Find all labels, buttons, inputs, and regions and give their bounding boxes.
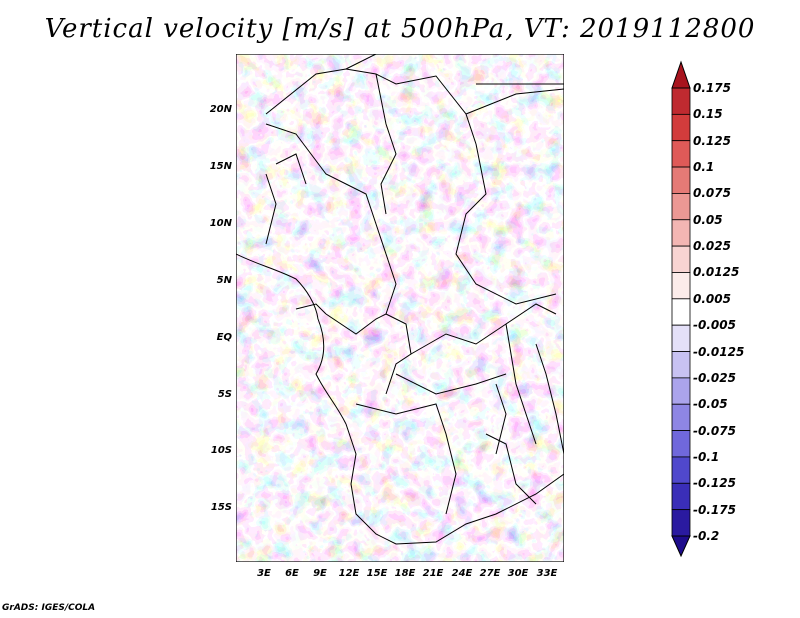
colorbar-level-label: 0.1 bbox=[693, 160, 715, 175]
colorbar-level-label: 0.075 bbox=[693, 186, 731, 201]
colorbar-level-label: -0.025 bbox=[693, 370, 736, 385]
lon-label: 9E bbox=[313, 568, 327, 579]
lon-label: 12E bbox=[338, 568, 360, 579]
colorbar-boxes bbox=[671, 87, 691, 537]
colorbar-level-label: -0.075 bbox=[693, 423, 736, 438]
lat-label: 5N bbox=[216, 275, 232, 286]
colorbar-box bbox=[671, 193, 691, 221]
colorbar-box bbox=[671, 140, 691, 168]
lon-label: 21E bbox=[422, 568, 444, 579]
colorbar-box bbox=[671, 113, 691, 142]
colorbar-box bbox=[671, 403, 691, 431]
colorbar-box bbox=[671, 298, 691, 326]
colorbar-box bbox=[671, 377, 691, 405]
map-panel bbox=[236, 54, 564, 562]
lon-label: 33E bbox=[536, 568, 558, 579]
lon-label: 30E bbox=[507, 568, 529, 579]
lon-label: 6E bbox=[285, 568, 299, 579]
colorbar-level-label: 0.05 bbox=[693, 212, 723, 227]
colorbar-level-label: -0.05 bbox=[693, 397, 728, 412]
colorbar-level-label: -0.2 bbox=[693, 529, 720, 543]
chart-title: Vertical velocity [m/s] at 500hPa, VT: 2… bbox=[44, 14, 756, 44]
colorbar-box bbox=[671, 87, 691, 115]
colorbar-level-label: 0.025 bbox=[693, 239, 731, 254]
lat-label: 5S bbox=[217, 389, 232, 400]
velocity-field bbox=[236, 54, 564, 562]
colorbar-level-label: 0.175 bbox=[693, 81, 731, 95]
footer-credit: GrADS: IGES/COLA bbox=[2, 603, 96, 613]
lat-label: 15N bbox=[209, 161, 232, 172]
lat-label: 10S bbox=[210, 445, 232, 456]
lon-label: 27E bbox=[479, 568, 501, 579]
colorbar-level-label: -0.175 bbox=[693, 502, 736, 517]
colorbar-box bbox=[671, 166, 691, 194]
colorbar-top-arrow bbox=[671, 60, 691, 89]
colorbar-box bbox=[671, 219, 691, 247]
lat-label: EQ bbox=[216, 332, 232, 343]
colorbar-box bbox=[671, 482, 691, 511]
country-borders bbox=[236, 54, 564, 545]
colorbar-level-label: 0.125 bbox=[693, 133, 731, 148]
colorbar-box bbox=[671, 324, 691, 352]
colorbar-level-label: -0.125 bbox=[693, 476, 736, 491]
lon-label: 15E bbox=[366, 568, 388, 579]
colorbar-level-label: 0.005 bbox=[693, 291, 731, 306]
colorbar-bottom-arrow bbox=[671, 535, 691, 558]
colorbar-box bbox=[671, 272, 691, 300]
colorbar-level-label: -0.1 bbox=[693, 449, 720, 464]
lat-label: 15S bbox=[210, 502, 232, 513]
colorbar-level-label: -0.0125 bbox=[693, 344, 745, 359]
lon-label: 24E bbox=[451, 568, 473, 579]
lat-label: 10N bbox=[209, 218, 232, 229]
lon-label: 18E bbox=[394, 568, 416, 579]
colorbar-level-label: 0.0125 bbox=[693, 265, 740, 280]
colorbar-box bbox=[671, 456, 691, 484]
colorbar-level-label: -0.005 bbox=[693, 318, 736, 333]
colorbar-level-label: 0.15 bbox=[693, 107, 723, 122]
lat-label: 20N bbox=[209, 104, 232, 115]
colorbar-box bbox=[671, 430, 691, 458]
colorbar-box bbox=[671, 351, 691, 379]
lon-label: 3E bbox=[257, 568, 271, 579]
colorbar-box bbox=[671, 509, 691, 537]
colorbar-box bbox=[671, 245, 691, 273]
vertical-velocity-map bbox=[236, 54, 564, 562]
